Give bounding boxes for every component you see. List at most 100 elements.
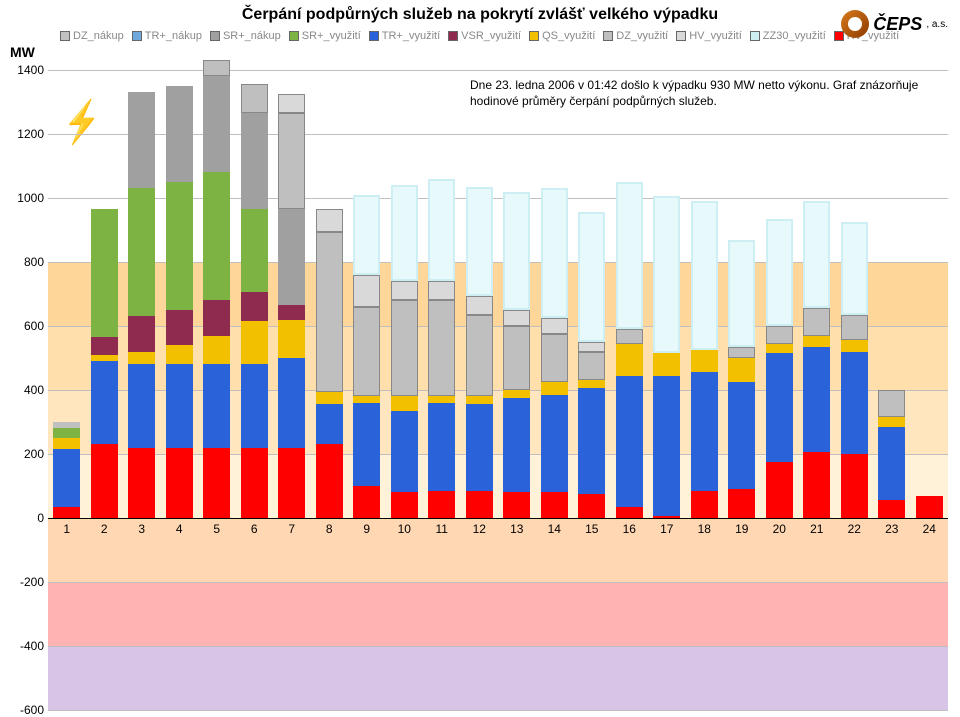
bar-segment <box>391 281 418 300</box>
legend-label: VSR_využití <box>461 30 521 42</box>
bar-segment <box>166 345 193 364</box>
bar-segment <box>841 222 868 315</box>
bar-segment <box>541 492 568 518</box>
y-tick-label: -600 <box>6 703 44 717</box>
bar-segment <box>128 188 155 316</box>
bar-segment <box>241 209 268 292</box>
bar-segment <box>241 321 268 364</box>
bar-segment <box>728 382 755 489</box>
bar-segment <box>353 195 380 275</box>
bar-segment <box>278 94 305 113</box>
bar-segment <box>203 172 230 300</box>
bar-segment <box>766 462 793 518</box>
y-tick-label: -400 <box>6 639 44 653</box>
legend-item: SR+_využití <box>289 30 361 42</box>
legend-item: QS_využití <box>529 30 595 42</box>
bar-segment <box>241 113 268 209</box>
background-band <box>48 582 948 646</box>
x-tick-label: 24 <box>923 522 936 536</box>
logo-suffix: , a.s. <box>926 19 948 30</box>
bar-segment <box>503 492 530 518</box>
bar-segment <box>353 307 380 397</box>
bar-segment <box>428 403 455 491</box>
bar-segment <box>203 448 230 518</box>
y-tick-label: 1400 <box>6 63 44 77</box>
legend-swatch <box>529 31 539 41</box>
chart-title: Čerpání podpůrných služeb na pokrytí zvl… <box>0 0 960 24</box>
bar-segment <box>728 347 755 358</box>
x-tick-label: 1 <box>63 522 70 536</box>
bar-segment <box>428 300 455 396</box>
bar-segment <box>91 361 118 444</box>
bar-segment <box>728 489 755 518</box>
x-tick-label: 7 <box>288 522 295 536</box>
bar-segment <box>841 315 868 341</box>
bar-segment <box>691 350 718 372</box>
gridline <box>48 70 948 71</box>
bar-segment <box>578 380 605 388</box>
y-tick-label: 600 <box>6 319 44 333</box>
bar-segment <box>578 342 605 352</box>
bar-segment <box>391 411 418 493</box>
legend-label: SR+_využití <box>302 30 361 42</box>
bar-segment <box>316 209 343 231</box>
bar-segment <box>278 305 305 319</box>
x-tick-label: 22 <box>848 522 861 536</box>
x-tick-label: 19 <box>735 522 748 536</box>
bar-segment <box>391 492 418 518</box>
x-tick-label: 2 <box>101 522 108 536</box>
y-tick-label: -200 <box>6 575 44 589</box>
background-band <box>48 646 948 710</box>
bar-segment <box>691 201 718 350</box>
logo-icon <box>841 10 869 38</box>
y-tick-label: 0 <box>6 511 44 525</box>
x-tick-label: 23 <box>885 522 898 536</box>
legend-label: TR+_nákup <box>145 30 202 42</box>
y-tick-label: 1200 <box>6 127 44 141</box>
bar-segment <box>803 308 830 335</box>
bar-segment <box>466 396 493 404</box>
bar-segment <box>803 452 830 518</box>
x-tick-label: 17 <box>660 522 673 536</box>
bar-segment <box>878 427 905 501</box>
legend-swatch <box>60 31 70 41</box>
zero-line <box>48 518 948 519</box>
bar-segment <box>541 188 568 318</box>
bar-segment <box>278 209 305 305</box>
bar-segment <box>616 376 643 507</box>
x-tick-label: 14 <box>548 522 561 536</box>
legend-swatch <box>676 31 686 41</box>
x-tick-label: 12 <box>473 522 486 536</box>
bar-segment <box>841 352 868 454</box>
bar-segment <box>53 507 80 518</box>
legend-label: QS_využití <box>542 30 595 42</box>
bar-segment <box>166 310 193 345</box>
bar-segment <box>278 358 305 448</box>
bar-segment <box>616 329 643 343</box>
bar-segment <box>466 404 493 490</box>
bar-segment <box>91 444 118 518</box>
legend-item: HV_využití <box>676 30 742 42</box>
legend-swatch <box>210 31 220 41</box>
bar-segment <box>653 196 680 353</box>
bar-segment <box>203 364 230 447</box>
bar-segment <box>353 486 380 518</box>
legend-label: TR+_využití <box>382 30 440 42</box>
y-axis-label: MW <box>10 44 35 60</box>
bar-segment <box>653 376 680 517</box>
bar-segment <box>466 187 493 296</box>
bar-segment <box>766 344 793 354</box>
bar-segment <box>578 352 605 381</box>
bar-segment <box>241 448 268 518</box>
bar-segment <box>541 395 568 493</box>
bar-segment <box>503 310 530 326</box>
bar-segment <box>53 422 80 428</box>
bar-segment <box>203 336 230 365</box>
legend-label: HV_využití <box>689 30 742 42</box>
legend-item: VSR_využití <box>448 30 521 42</box>
x-tick-label: 16 <box>623 522 636 536</box>
bar-segment <box>503 398 530 492</box>
legend-swatch <box>750 31 760 41</box>
bar-segment <box>541 318 568 334</box>
legend-swatch <box>448 31 458 41</box>
